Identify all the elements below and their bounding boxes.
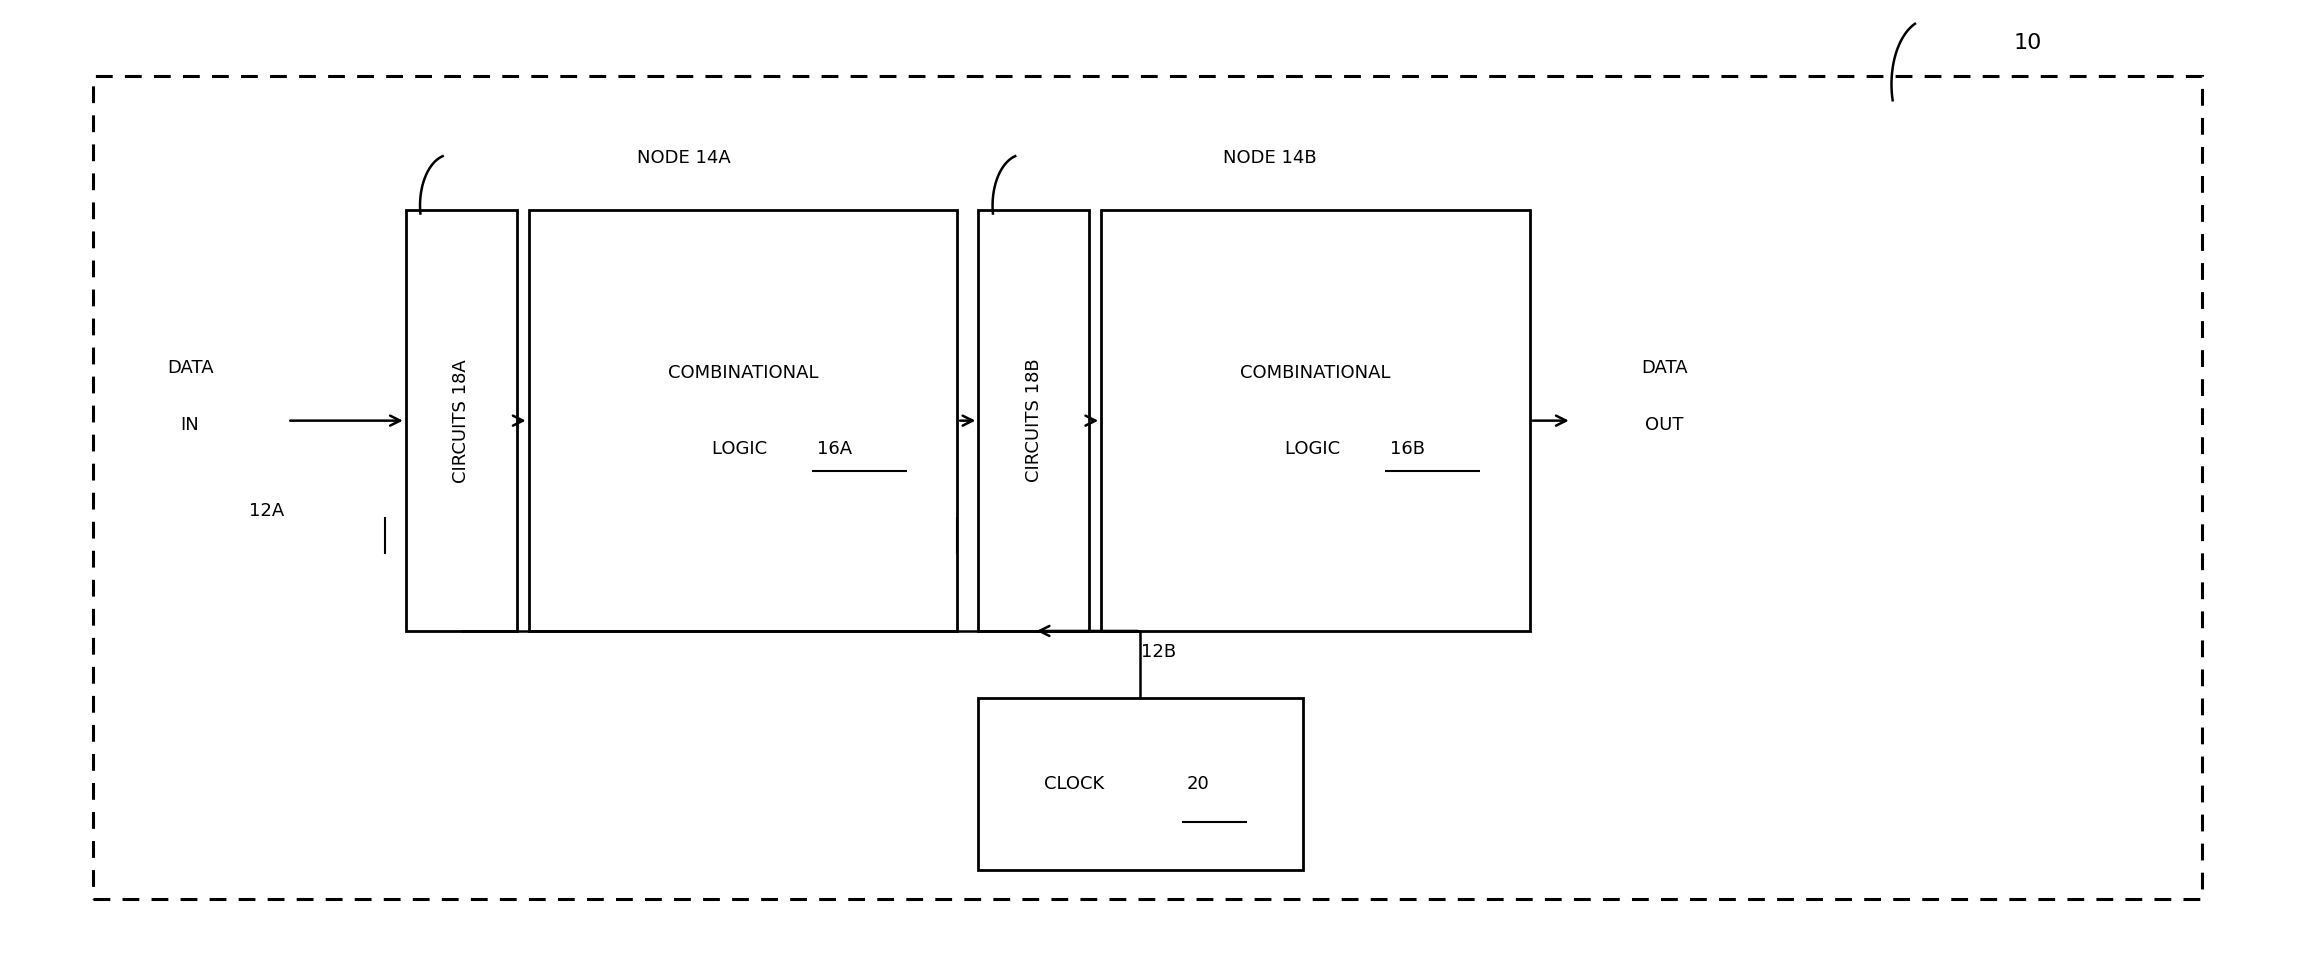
FancyBboxPatch shape bbox=[406, 210, 517, 631]
Text: 12B: 12B bbox=[1140, 643, 1178, 661]
Text: CIRCUITS 18A: CIRCUITS 18A bbox=[452, 358, 471, 483]
Text: 16A: 16A bbox=[816, 441, 853, 458]
Text: IN: IN bbox=[181, 417, 199, 434]
Text: CIRCUITS 18B: CIRCUITS 18B bbox=[1025, 358, 1043, 483]
Text: 16B: 16B bbox=[1388, 441, 1426, 458]
FancyBboxPatch shape bbox=[529, 210, 957, 631]
Text: OUT: OUT bbox=[1646, 417, 1683, 434]
FancyBboxPatch shape bbox=[978, 210, 1089, 631]
Text: LOGIC: LOGIC bbox=[712, 441, 774, 458]
Text: COMBINATIONAL: COMBINATIONAL bbox=[1240, 364, 1391, 381]
Text: DATA: DATA bbox=[167, 359, 213, 377]
FancyBboxPatch shape bbox=[1101, 210, 1530, 631]
Text: 20: 20 bbox=[1187, 775, 1210, 793]
Text: 10: 10 bbox=[2014, 33, 2042, 53]
Text: COMBINATIONAL: COMBINATIONAL bbox=[668, 364, 818, 381]
Text: DATA: DATA bbox=[1641, 359, 1688, 377]
Text: NODE 14A: NODE 14A bbox=[637, 149, 730, 166]
Text: CLOCK: CLOCK bbox=[1045, 775, 1110, 793]
Text: 12A: 12A bbox=[248, 503, 285, 520]
FancyBboxPatch shape bbox=[978, 698, 1303, 870]
Text: NODE 14B: NODE 14B bbox=[1224, 149, 1317, 166]
Text: LOGIC: LOGIC bbox=[1284, 441, 1347, 458]
